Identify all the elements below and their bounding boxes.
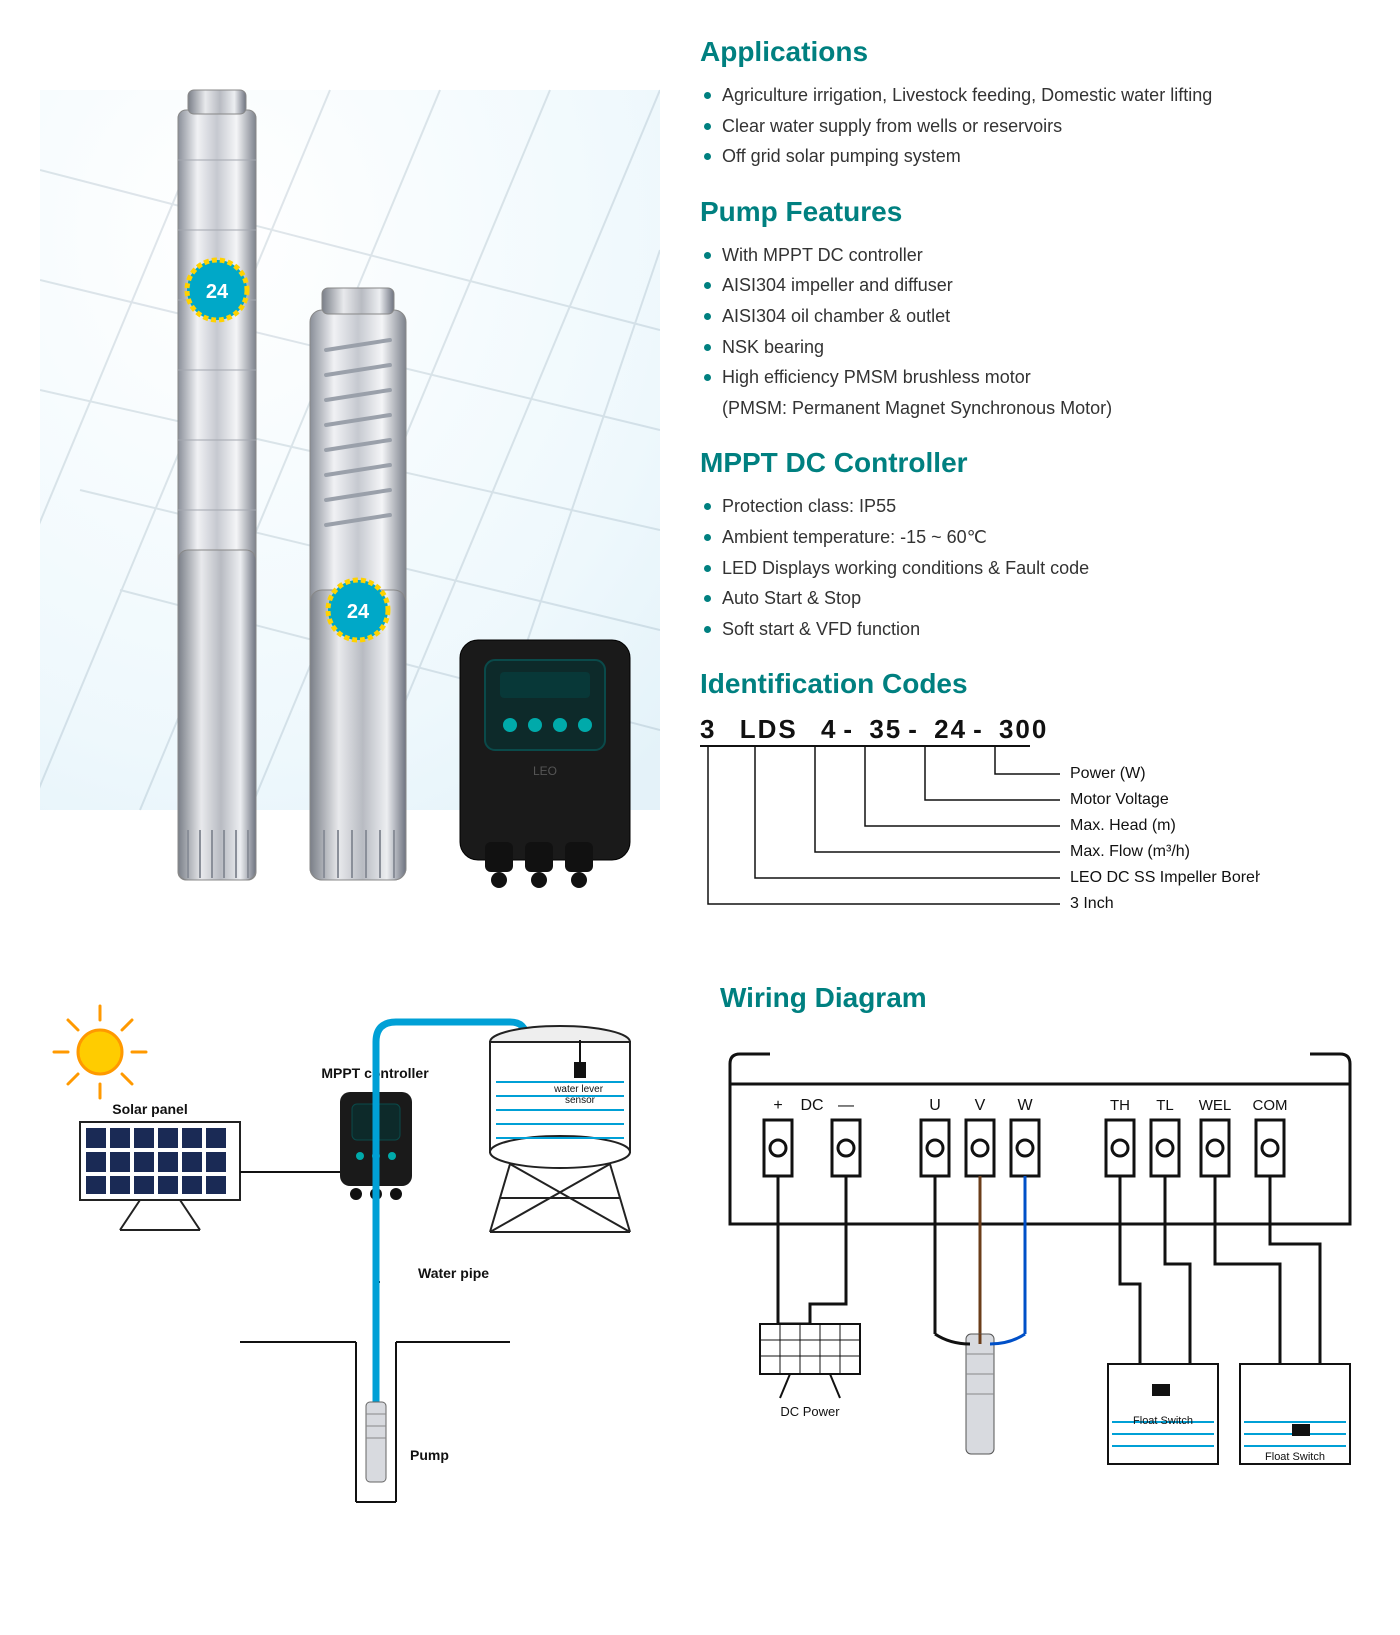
svg-text:TH: TH	[1110, 1097, 1130, 1114]
pump-left: 24	[178, 90, 256, 880]
svg-text:Max. Flow (m³/h): Max. Flow (m³/h)	[1070, 843, 1190, 860]
svg-text:LEO: LEO	[533, 764, 557, 778]
list-item: Agriculture irrigation, Livestock feedin…	[700, 80, 1360, 111]
svg-text:Solar panel: Solar panel	[112, 1101, 187, 1117]
warranty-badge-left: 24	[187, 260, 247, 320]
applications-heading: Applications	[700, 36, 1360, 68]
svg-text:LEO DC SS Impeller Borehole Pu: LEO DC SS Impeller Borehole Pump	[1070, 869, 1260, 886]
list-item: Protection class: IP55	[700, 491, 1360, 522]
pump-right: 24	[310, 288, 406, 880]
svg-text:TL: TL	[1156, 1097, 1174, 1114]
svg-text:DC Power: DC Power	[780, 1404, 840, 1419]
product-image-area: 24	[40, 30, 660, 952]
features-heading: Pump Features	[700, 196, 1360, 228]
list-item: Clear water supply from wells or reservo…	[700, 111, 1360, 142]
sun-icon	[54, 1006, 146, 1098]
svg-text:Max. Head (m): Max. Head (m)	[1070, 817, 1176, 834]
warranty-badge-right: 24	[328, 580, 388, 640]
identification-codes-diagram: 3 LDS 4- 35- 24- 300	[700, 712, 1360, 952]
wiring-heading: Wiring Diagram	[720, 982, 1360, 1014]
svg-text:Water pipe: Water pipe	[418, 1265, 489, 1281]
controller-list: Protection class: IP55 Ambient temperatu…	[700, 491, 1360, 644]
svg-text:3 Inch: 3 Inch	[1070, 895, 1114, 912]
svg-text:COM: COM	[1253, 1097, 1288, 1114]
list-item: Off grid solar pumping system	[700, 141, 1360, 172]
system-diagram: Solar panel MPPT controller Water pipe	[40, 982, 680, 1522]
pump-small-icon	[935, 1334, 1025, 1454]
float-switch-left: Float Switch	[1108, 1364, 1218, 1464]
idcodes-heading: Identification Codes	[700, 668, 1360, 700]
product-illustration: 24	[40, 30, 660, 950]
svg-text:Power (W): Power (W)	[1070, 765, 1146, 782]
svg-text:Float Switch: Float Switch	[1133, 1415, 1193, 1427]
list-item: AISI304 oil chamber & outlet	[700, 301, 1360, 332]
svg-text:24: 24	[206, 281, 229, 303]
list-item: With MPPT DC controller	[700, 240, 1360, 271]
features-subnote: (PMSM: Permanent Magnet Synchronous Moto…	[700, 393, 1360, 424]
svg-text:DC: DC	[800, 1097, 823, 1114]
svg-text:Motor Voltage: Motor Voltage	[1070, 791, 1169, 808]
mppt-controller-product: LEO	[460, 640, 630, 888]
svg-text:—: —	[838, 1097, 854, 1114]
solar-panel-icon: Solar panel	[80, 1101, 240, 1230]
water-tank-icon: water lever sensor	[490, 1026, 630, 1232]
svg-text:W: W	[1017, 1097, 1033, 1114]
list-item: Auto Start & Stop	[700, 583, 1360, 614]
svg-text:3 LDS 4-: 3 LDS 4- 35- 24- 300	[700, 714, 1048, 744]
applications-list: Agriculture irrigation, Livestock feedin…	[700, 80, 1360, 172]
list-item: Soft start & VFD function	[700, 614, 1360, 645]
svg-text:Pump: Pump	[410, 1447, 449, 1463]
features-list: With MPPT DC controller AISI304 impeller…	[700, 240, 1360, 393]
tank-sensor-label: water lever	[553, 1084, 604, 1095]
svg-text:V: V	[975, 1097, 986, 1114]
controller-heading: MPPT DC Controller	[700, 447, 1360, 479]
dc-power-icon: DC Power	[760, 1324, 860, 1419]
svg-text:24: 24	[347, 601, 370, 623]
svg-text:Float Switch: Float Switch	[1265, 1451, 1325, 1463]
list-item: Ambient temperature: -15 ~ 60℃	[700, 522, 1360, 553]
list-item: LED Displays working conditions & Fault …	[700, 553, 1360, 584]
list-item: AISI304 impeller and diffuser	[700, 270, 1360, 301]
svg-text:WEL: WEL	[1199, 1097, 1232, 1114]
wiring-diagram: + DC — U V W	[720, 1024, 1360, 1504]
svg-text:+: +	[773, 1097, 782, 1114]
spec-text-column: Applications Agriculture irrigation, Liv…	[680, 30, 1360, 952]
svg-text:U: U	[929, 1097, 941, 1114]
float-switch-right: Float Switch	[1240, 1364, 1350, 1464]
list-item: NSK bearing	[700, 332, 1360, 363]
list-item: High efficiency PMSM brushless motor	[700, 362, 1360, 393]
